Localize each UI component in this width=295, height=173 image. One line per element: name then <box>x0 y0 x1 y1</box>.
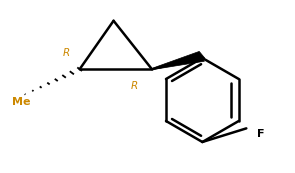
Polygon shape <box>152 55 204 70</box>
Polygon shape <box>151 51 205 70</box>
Text: Me: Me <box>12 97 31 107</box>
Text: R: R <box>131 81 138 91</box>
Text: F: F <box>257 129 264 139</box>
Text: R: R <box>63 48 70 58</box>
